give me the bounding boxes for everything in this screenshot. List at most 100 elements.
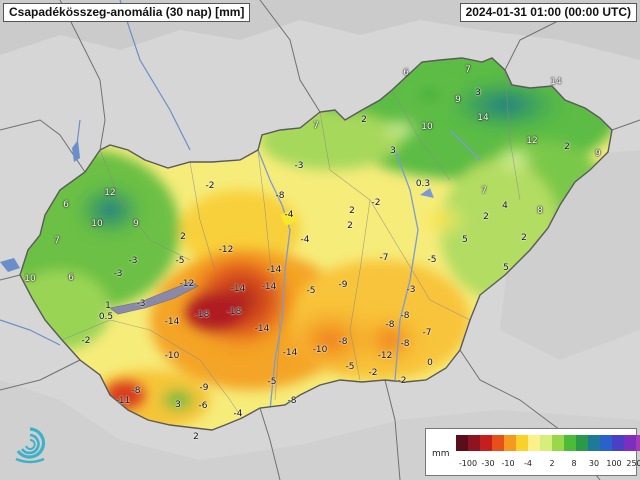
anomaly-value-label: -5 bbox=[175, 256, 185, 266]
anomaly-value-label: 10 bbox=[24, 274, 36, 284]
anomaly-value-label: -3 bbox=[294, 161, 304, 171]
anomaly-value-label: 14 bbox=[550, 77, 562, 87]
anomaly-value-label: -7 bbox=[422, 328, 432, 338]
anomaly-value-label: -6 bbox=[198, 401, 208, 411]
anomaly-value-label: -9 bbox=[338, 280, 348, 290]
anomaly-value-label: -8 bbox=[275, 191, 285, 201]
legend-swatch bbox=[504, 435, 516, 451]
anomaly-value-label: -4 bbox=[233, 409, 243, 419]
anomaly-value-label: 4 bbox=[502, 201, 508, 211]
anomaly-value-label: 7 bbox=[481, 186, 487, 196]
anomaly-value-label: -2 bbox=[371, 198, 381, 208]
anomaly-value-label: 3 bbox=[390, 146, 396, 156]
anomaly-value-label: 8 bbox=[537, 206, 543, 216]
anomaly-value-label: -18 bbox=[226, 307, 242, 317]
legend-tick-label: -30 bbox=[481, 459, 495, 468]
anomaly-value-label: 3 bbox=[475, 88, 481, 98]
anomaly-value-label: -14 bbox=[282, 348, 298, 358]
anomaly-value-label: -18 bbox=[194, 310, 210, 320]
anomaly-value-label: -8 bbox=[385, 320, 395, 330]
anomaly-value-label: 9 bbox=[133, 219, 139, 229]
legend-tick-label: -10 bbox=[501, 459, 515, 468]
anomaly-value-label: 7 bbox=[54, 236, 60, 246]
anomaly-value-label: 12 bbox=[104, 188, 116, 198]
legend-tick-label: 30 bbox=[588, 459, 600, 468]
color-legend: mm -100 -30 -10 -4 2 8 30 100 250 bbox=[425, 428, 640, 476]
anomaly-value-label: -8 bbox=[131, 386, 141, 396]
legend-swatch bbox=[588, 435, 600, 451]
legend-swatch bbox=[576, 435, 588, 451]
anomaly-value-label: 2 bbox=[180, 232, 186, 242]
legend-swatch bbox=[552, 435, 564, 451]
anomaly-value-label: 7 bbox=[313, 121, 319, 131]
legend-swatch bbox=[564, 435, 576, 451]
anomaly-value-label: 9 bbox=[455, 95, 461, 105]
anomaly-value-label: -3 bbox=[406, 285, 416, 295]
anomaly-value-label: -8 bbox=[338, 337, 348, 347]
anomaly-value-label: 6 bbox=[63, 200, 69, 210]
anomaly-value-label: -10 bbox=[164, 351, 180, 361]
legend-color-bar bbox=[456, 435, 640, 451]
anomaly-value-label: -3 bbox=[136, 299, 146, 309]
legend-tick-label: 250 bbox=[626, 459, 640, 468]
legend-swatch bbox=[636, 435, 640, 451]
anomaly-value-label: -14 bbox=[266, 265, 282, 275]
anomaly-value-label: -2 bbox=[368, 368, 378, 378]
legend-tick-label: 8 bbox=[571, 459, 577, 468]
anomaly-value-label: -8 bbox=[287, 396, 297, 406]
legend-swatch bbox=[600, 435, 612, 451]
anomaly-value-label: -2 bbox=[205, 181, 215, 191]
anomaly-value-label: 6 bbox=[403, 68, 409, 78]
anomaly-value-label: -14 bbox=[254, 324, 270, 334]
anomaly-value-label: -5 bbox=[306, 286, 316, 296]
anomaly-value-label: 1 bbox=[105, 301, 111, 311]
anomaly-value-label: -3 bbox=[113, 269, 123, 279]
legend-swatch bbox=[528, 435, 540, 451]
anomaly-value-label: -4 bbox=[300, 235, 310, 245]
anomaly-value-label: 0 bbox=[427, 358, 433, 368]
swirl-logo-icon bbox=[15, 427, 46, 464]
anomaly-value-label: -14 bbox=[164, 317, 180, 327]
anomaly-value-label: 12 bbox=[526, 136, 538, 146]
anomaly-value-label: 2 bbox=[483, 212, 489, 222]
anomaly-value-label: -5 bbox=[427, 255, 437, 265]
anomaly-value-label: -12 bbox=[179, 279, 195, 289]
anomaly-value-label: 0.5 bbox=[98, 312, 114, 322]
anomaly-value-label: -7 bbox=[379, 253, 389, 263]
legend-tick-label: -100 bbox=[458, 459, 478, 468]
legend-swatch bbox=[468, 435, 480, 451]
anomaly-value-label: 14 bbox=[477, 113, 489, 123]
anomaly-value-label: -8 bbox=[400, 311, 410, 321]
legend-swatch bbox=[480, 435, 492, 451]
legend-swatch bbox=[540, 435, 552, 451]
legend-tick-label: 2 bbox=[549, 459, 555, 468]
legend-tick-label: 100 bbox=[606, 459, 622, 468]
anomaly-value-label: -3 bbox=[128, 256, 138, 266]
anomaly-value-label: -10 bbox=[312, 345, 328, 355]
map-timestamp: 2024-01-31 01:00 (00:00 UTC) bbox=[459, 3, 637, 22]
anomaly-value-label: 2 bbox=[361, 115, 367, 125]
anomaly-value-label: 9 bbox=[595, 149, 601, 159]
anomaly-value-label: -14 bbox=[230, 284, 246, 294]
map-title: Csapadékösszeg-anomália (30 nap) [mm] bbox=[3, 3, 251, 22]
anomaly-value-label: 10 bbox=[91, 219, 103, 229]
anomaly-value-label: -4 bbox=[284, 210, 294, 220]
anomaly-value-label: -12 bbox=[218, 245, 234, 255]
anomaly-value-label: 10 bbox=[421, 122, 433, 132]
anomaly-value-label: 2 bbox=[521, 233, 527, 243]
anomaly-value-label: 0.3 bbox=[415, 179, 431, 189]
anomaly-value-label: 2 bbox=[193, 432, 199, 442]
legend-tick-label: -4 bbox=[524, 459, 532, 468]
anomaly-value-label: -11 bbox=[115, 396, 131, 406]
legend-swatch bbox=[612, 435, 624, 451]
legend-unit: mm bbox=[432, 449, 450, 459]
anomaly-value-label: -8 bbox=[400, 339, 410, 349]
anomaly-value-label: -14 bbox=[261, 282, 277, 292]
anomaly-value-label: -9 bbox=[199, 383, 209, 393]
anomaly-value-label: 5 bbox=[503, 263, 509, 273]
anomaly-value-label: 2 bbox=[347, 221, 353, 231]
anomaly-value-label: 5 bbox=[462, 235, 468, 245]
anomaly-value-label: 2 bbox=[564, 142, 570, 152]
anomaly-value-label: -5 bbox=[267, 377, 277, 387]
